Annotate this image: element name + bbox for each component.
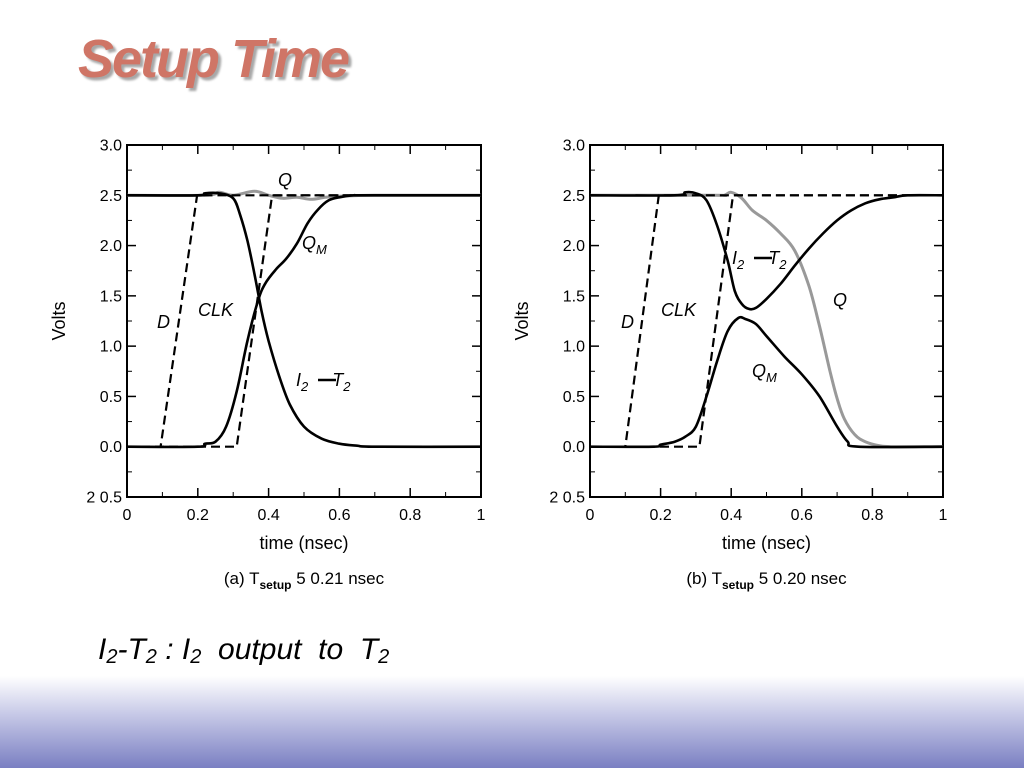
y-tick-label: 3.0 (563, 138, 585, 155)
y-tick-label: 3.0 (100, 138, 122, 155)
footnote: I2-T2 : I2 output to T2 (98, 630, 389, 670)
x-tick-label: 0.8 (861, 507, 883, 524)
slide-title: Setup Time (78, 29, 350, 89)
series-qm-line (127, 193, 481, 449)
x-tick-label: 0.6 (791, 507, 813, 524)
y-tick-label: 2.0 (100, 238, 122, 255)
x-tick-label: 0.4 (720, 507, 742, 524)
y-tick-label: 1.0 (563, 339, 585, 356)
caption-sub: setup (722, 578, 754, 592)
x-axis-title: time (nsec) (722, 533, 811, 553)
label-t2-sub: 2 (778, 257, 787, 272)
label-i2-sub: 2 (300, 379, 309, 394)
label-qm-sub: M (766, 370, 777, 385)
x-tick-label: 0.2 (649, 507, 671, 524)
label-clk: CLK (661, 300, 697, 320)
series-group (590, 190, 943, 449)
x-tick-label: 0 (123, 507, 132, 524)
y-tick-label: 1.0 (100, 339, 122, 356)
caption-suffix: 5 0.21 nsec (291, 569, 384, 588)
chart-panel-a: 3.0 2.5 2.0 1.5 1.0 0.5 0.0 2 0.50 0.2 0.4 0.6 0.8 1… (49, 138, 486, 593)
footnote-sub-2: 2 (145, 646, 157, 668)
x-tick-label: 1 (939, 507, 948, 524)
series-d-line (590, 194, 943, 448)
label-clk: CLK (198, 300, 234, 320)
y-tick-label: 1.5 (100, 288, 122, 305)
chart-panel-b: 3.0 2.5 2.0 1.5 1.0 0.5 0.0 2 0.50 0.2 0.4 0.6 0.8 1… (512, 138, 948, 593)
series-clk-line (590, 194, 943, 448)
y-tick-label: 0.0 (100, 439, 122, 456)
label-qm: QM (752, 361, 777, 385)
y-tick-label: 2.5 (100, 188, 122, 205)
caption-sub: setup (259, 578, 291, 592)
label-i2-t2: I2 T2 (732, 248, 787, 272)
label-d: D (621, 312, 634, 332)
label-i2: I (296, 370, 301, 390)
caption-suffix: 5 0.20 nsec (754, 569, 847, 588)
footnote-sub-1: 2 (106, 646, 118, 668)
footnote-text-1: I (98, 633, 107, 666)
chart-caption: (a) Tsetup 5 0.21 nsec (224, 569, 385, 592)
x-tick-label: 0.2 (187, 507, 209, 524)
y-tick-label: 0.5 (100, 389, 122, 406)
x-tick-label: 1 (477, 507, 486, 524)
series-qm-line (590, 315, 943, 449)
footnote-text-2: -T (117, 633, 146, 666)
label-qm-main: Q (302, 233, 316, 253)
y-tick-label: 2.5 (563, 188, 585, 205)
label-d: D (157, 312, 170, 332)
series-group (127, 189, 481, 449)
label-i2: I (732, 248, 737, 268)
bottom-gradient-band (0, 676, 1024, 768)
y-tick-label: 1.5 (563, 288, 585, 305)
series-q-line (590, 190, 943, 449)
label-q: Q (278, 170, 292, 190)
y-axis-title: Volts (49, 301, 69, 340)
label-q: Q (833, 290, 847, 310)
series-i2t2-line (127, 191, 481, 449)
footnote-sub-3: 2 (190, 646, 202, 668)
caption-prefix: (b) T (686, 569, 722, 588)
label-qm: QM (302, 233, 327, 257)
footnote-text-4: output to T (201, 633, 379, 666)
label-t2: T (332, 370, 345, 390)
series-i2t2-line (590, 190, 943, 311)
label-qm-main: Q (752, 361, 766, 381)
label-t2: T (768, 248, 781, 268)
y-tick-label: 0.5 (563, 389, 585, 406)
y-axis-title: Volts (512, 301, 532, 340)
x-tick-label: 0 (586, 507, 595, 524)
x-tick-label: 0.6 (328, 507, 350, 524)
label-i2-t2: I2 T2 (296, 370, 351, 394)
y-tick-label: 2 0.5 (549, 490, 585, 507)
footnote-text-3: : I (156, 633, 191, 666)
charts-canvas: 3.02.52.01.51.00.50.02 0.50 0.2 0.4 0.6 0.8 1… (49, 138, 948, 593)
chart-caption: (b) Tsetup 5 0.20 nsec (686, 569, 847, 592)
x-axis-title: time (nsec) (259, 533, 348, 553)
footnote-sub-4: 2 (378, 646, 390, 668)
y-tick-label: 2.0 (563, 238, 585, 255)
caption-prefix: (a) T (224, 569, 260, 588)
x-tick-label: 0.4 (257, 507, 279, 524)
y-tick-label: 2 0.5 (86, 490, 122, 507)
label-qm-sub: M (316, 242, 327, 257)
y-tick-label: 0.0 (563, 439, 585, 456)
x-tick-label: 0.8 (399, 507, 421, 524)
label-t2-sub: 2 (342, 379, 351, 394)
label-i2-sub: 2 (736, 257, 745, 272)
